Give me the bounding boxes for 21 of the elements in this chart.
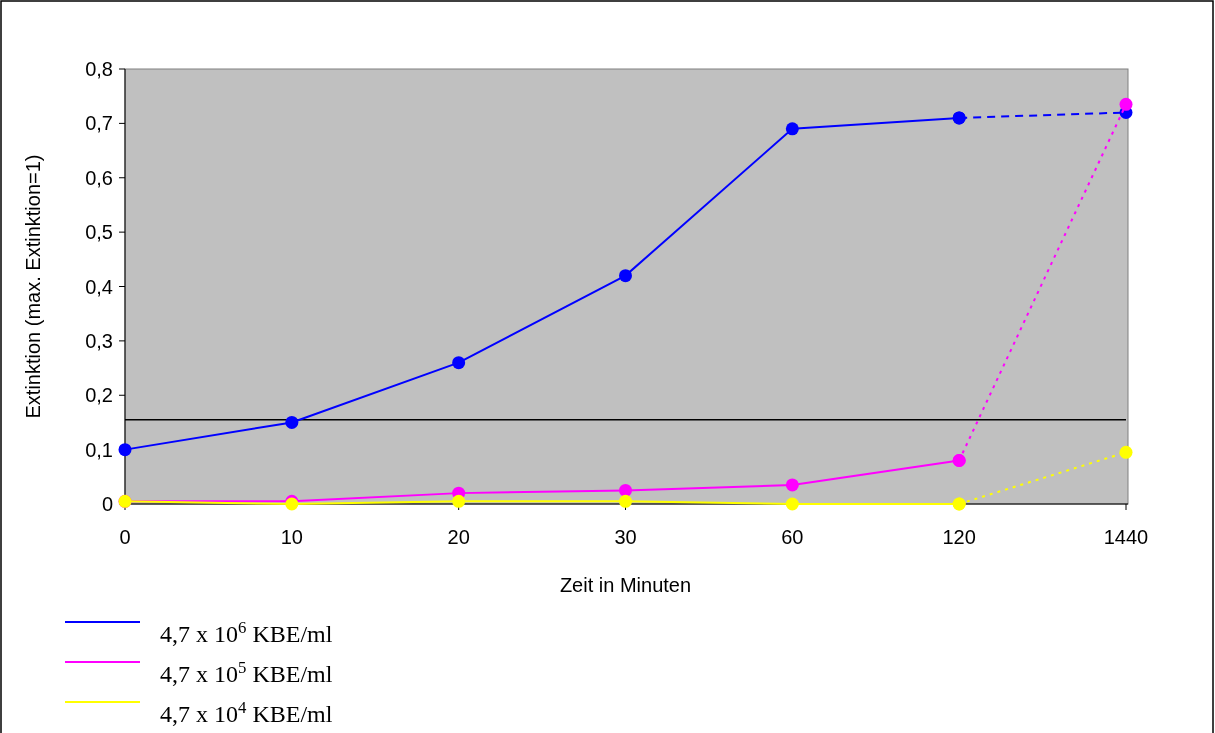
x-tick-label: 30 <box>614 526 637 548</box>
y-tick-label: 0,8 <box>85 58 113 80</box>
x-tick-label: 120 <box>942 526 976 548</box>
y-tick-label: 0,6 <box>85 166 113 189</box>
x-tick-label: 20 <box>447 526 470 548</box>
y-tick-label: 0,7 <box>85 112 113 135</box>
x-tick-label: 0 <box>119 526 131 548</box>
y-axis-title: Extinktion (max. Extinktion=1) <box>22 154 44 419</box>
y-tick-label: 0 <box>101 493 113 515</box>
x-tick-label: 1440 <box>1103 526 1149 548</box>
x-axis-title: Zeit in Minuten <box>559 574 692 596</box>
y-tick-label: 0,4 <box>85 275 113 298</box>
x-tick-label: 10 <box>280 526 303 548</box>
legend-label: 4,7 x 10$^{5}$ KBE/ml <box>160 657 333 687</box>
y-tick-label: 0,1 <box>85 438 113 461</box>
y-tick-label: 0,3 <box>85 329 113 352</box>
y-tick-label: 0,5 <box>85 221 113 244</box>
y-tick-label: 0,2 <box>85 384 113 407</box>
legend-label: 4,7 x 10$^{4}$ KBE/ml <box>160 697 333 727</box>
x-tick-label: 60 <box>781 526 804 548</box>
legend-label: 4,7 x 10$^{6}$ KBE/ml <box>160 617 333 647</box>
